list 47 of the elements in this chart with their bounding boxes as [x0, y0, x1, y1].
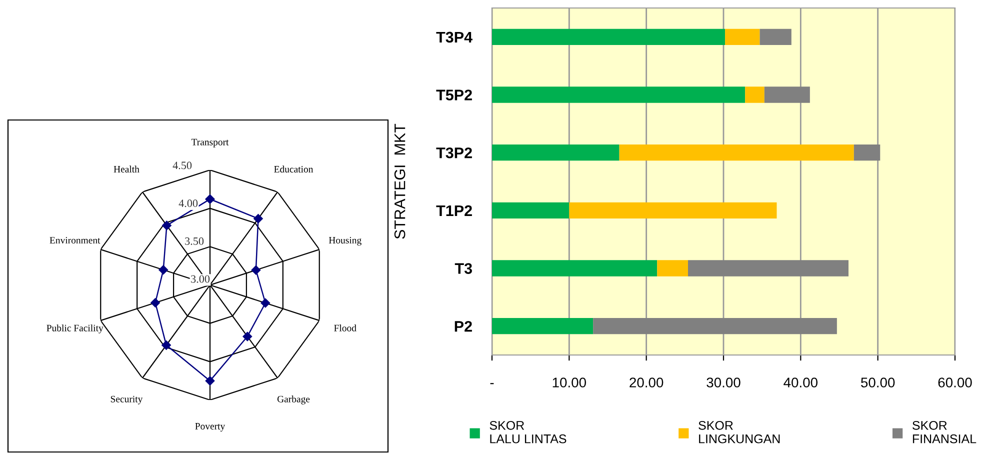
spoke-label: Flood [334, 324, 356, 332]
bar [657, 260, 688, 276]
y-tick-label: T1P2 [436, 205, 472, 216]
spoke-label: Public Facility [46, 324, 104, 334]
bar [725, 28, 760, 46]
bar [760, 28, 792, 46]
y-tick-label: T5P2 [436, 90, 472, 100]
y-tick-label: 3.00 [191, 275, 210, 283]
x-tick-label: 20.00 [630, 378, 664, 388]
legend-label: SKOR LALU LINTAS [490, 420, 566, 444]
y-tick-label: 4.50 [172, 162, 192, 170]
bar [492, 28, 726, 46]
x-tick-label: 60.00 [938, 378, 972, 388]
bar [854, 144, 880, 161]
spoke-label: Security [110, 396, 143, 404]
bar [492, 318, 594, 334]
legend-label: SKOR FINANSIAL [912, 420, 976, 444]
y-tick-label: T3 [454, 263, 472, 274]
bar [492, 86, 746, 103]
x-tick-label: - [490, 383, 494, 384]
bar [492, 260, 658, 276]
spoke-label: Health [114, 166, 140, 172]
spoke-label: Housing [328, 236, 362, 246]
x-tick-label: 50.00 [861, 378, 895, 388]
spoke-label: Environment [50, 236, 100, 244]
x-tick-label: 40.00 [784, 378, 818, 388]
spoke-label: Education [274, 166, 314, 172]
bar [492, 144, 620, 161]
x-tick-label: 10.00 [552, 378, 586, 388]
bar [492, 202, 570, 219]
bar [764, 86, 810, 103]
spoke-label: Poverty [195, 423, 226, 432]
y-axis-title: STRATEGI MKT [394, 124, 406, 239]
spoke-label: Transport [191, 138, 229, 148]
bar [619, 144, 854, 161]
y-tick-label: T3P2 [436, 147, 472, 158]
y-tick-label: P2 [454, 320, 472, 332]
x-tick-label: 30.00 [706, 378, 740, 388]
spoke-label: Garbage [277, 396, 310, 404]
legend-label: SKOR LINGKUNGAN [698, 420, 780, 444]
y-tick-label: 3.50 [185, 237, 204, 245]
bar [688, 260, 849, 276]
bar [745, 86, 764, 103]
bar [569, 202, 777, 219]
y-tick-label: 4.00 [178, 200, 198, 208]
y-tick-label: T3P4 [436, 32, 472, 43]
bar [593, 318, 837, 334]
